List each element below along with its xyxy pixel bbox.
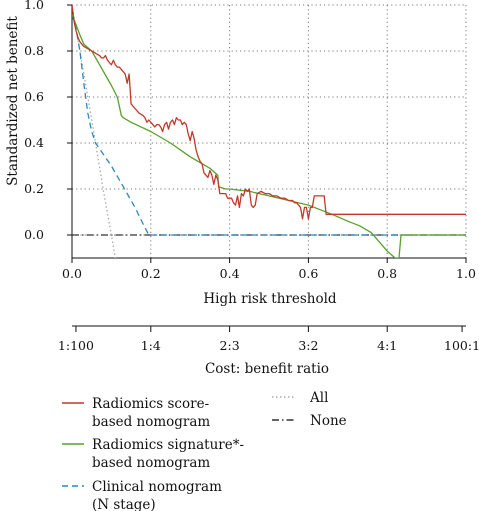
series-lines xyxy=(72,4,466,258)
cost-benefit-tick-label: 1:4 xyxy=(141,338,161,353)
y-tick-label: 1.0 xyxy=(24,0,44,12)
x-tick-label: 0.2 xyxy=(141,266,161,281)
x-tick-label: 0.8 xyxy=(377,266,397,281)
y-tick-label: 0.2 xyxy=(24,181,44,196)
x-tick-label: 0.4 xyxy=(220,266,240,281)
cost-benefit-tick-label: 1:100 xyxy=(58,338,94,353)
grid xyxy=(71,4,467,258)
series-line-clinical-nomogram-n-stage xyxy=(72,14,466,236)
axes: 0.0 0.2 0.4 0.6 0.8 1.0 0.0 0.2 0.4 0.6 0.8 1.0 1:10… xyxy=(24,0,479,353)
cost-benefit-axis-title: Cost: benefit ratio xyxy=(205,361,329,377)
series-line-radiomics-score-based-nomogram xyxy=(72,4,466,220)
legend-label: based nomogram xyxy=(92,455,210,471)
y-tick-label: 0.4 xyxy=(24,135,44,150)
legend-label: Radiomics score- xyxy=(92,396,209,412)
y-tick-label: 0.6 xyxy=(24,89,44,104)
y-axis-title: Standardized net benefit xyxy=(5,16,21,186)
legend-label: All xyxy=(309,390,328,406)
cost-benefit-tick-label: 100:1 xyxy=(444,338,479,353)
legend-label: Radiomics signature*- xyxy=(92,437,244,453)
cost-benefit-tick-label: 2:3 xyxy=(220,338,240,353)
legend-label: based nomogram xyxy=(92,414,210,430)
legend-label: None xyxy=(310,413,347,429)
x-tick-label: 0.6 xyxy=(298,266,318,281)
legend-label: (N stage) xyxy=(92,497,156,511)
legend: Radiomics score-based nomogram Radiomics … xyxy=(62,390,347,511)
y-tick-label: 0.8 xyxy=(24,43,44,58)
legend-label: Clinical nomogram xyxy=(92,479,222,495)
x-axis-title: High risk threshold xyxy=(203,291,337,307)
y-tick-label: 0.0 xyxy=(24,227,44,242)
cost-benefit-tick-label: 4:1 xyxy=(377,338,397,353)
cost-benefit-tick-label: 3:2 xyxy=(298,338,318,353)
x-tick-label: 0.0 xyxy=(62,266,82,281)
series-line-all xyxy=(72,4,116,258)
x-tick-label: 1.0 xyxy=(456,266,476,281)
